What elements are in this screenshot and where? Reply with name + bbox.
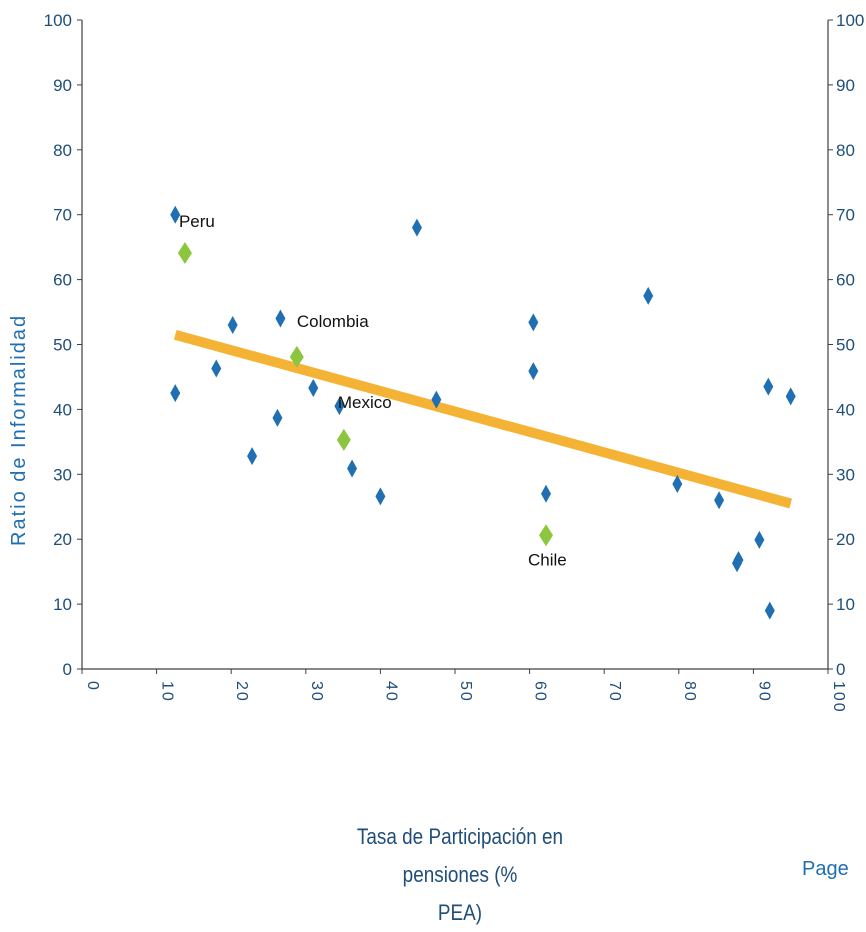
data-point: [228, 316, 238, 334]
x-tick-label: 20: [233, 681, 250, 703]
x-tick-label: 70: [606, 681, 623, 703]
data-point: [247, 447, 257, 465]
highlight-point: [337, 429, 351, 451]
y-tick-label-left: 40: [53, 400, 72, 419]
highlight-point: [539, 524, 553, 546]
data-point: [211, 360, 221, 378]
data-point: [786, 387, 796, 405]
y-tick-label-right: 40: [836, 400, 855, 419]
y-axis-label: Ratio de Informalidad: [8, 240, 38, 620]
trendline-layer: [175, 335, 790, 504]
data-point: [754, 531, 764, 549]
data-point: [765, 602, 775, 620]
y-tick-label-left: 90: [53, 76, 72, 95]
data-point: [528, 313, 538, 331]
data-point: [714, 491, 724, 509]
data-point: [272, 409, 282, 427]
y-tick-label-left: 50: [53, 336, 72, 355]
y-tick-label-right: 60: [836, 271, 855, 290]
y-tick-label-right: 90: [836, 76, 855, 95]
y-tick-label-left: 10: [53, 595, 72, 614]
y-tick-label-left: 30: [53, 465, 72, 484]
x-tick-label: 0: [84, 681, 101, 692]
data-point: [308, 379, 318, 397]
y-tick-label-right: 30: [836, 465, 855, 484]
data-point: [275, 310, 285, 328]
data-point: [170, 384, 180, 402]
trendline: [175, 335, 790, 504]
y-tick-label-left: 100: [44, 11, 72, 30]
y-tick-label-left: 80: [53, 141, 72, 160]
data-point: [763, 378, 773, 396]
y-tick-label-left: 60: [53, 271, 72, 290]
scatter-chart: 0 0 10 10 20 20 30 30 40 40 50 50 60 60 70 70 80 80 90 90 10…: [0, 0, 866, 898]
y-tick-label-left: 0: [63, 660, 72, 679]
page-text: Page: [802, 858, 849, 881]
x-tick-label: 60: [532, 681, 549, 703]
y-tick-label-right: 10: [836, 595, 855, 614]
highlight-point: [178, 242, 192, 264]
point-label: Chile: [528, 550, 567, 569]
y-tick-label-right: 70: [836, 206, 855, 225]
x-tick-label: 100: [830, 681, 847, 714]
y-tick-label-right: 0: [836, 660, 845, 679]
x-tick-label: 40: [382, 681, 399, 703]
x-tick-label: 80: [681, 681, 698, 703]
x-axis-label-line2: PEA): [318, 894, 602, 932]
points-layer: [170, 206, 795, 620]
data-point: [528, 362, 538, 380]
y-tick-label-right: 20: [836, 530, 855, 549]
y-tick-label-right: 80: [836, 141, 855, 160]
x-axis-label: Tasa de Participación en pensiones (% PE…: [318, 818, 602, 932]
data-point: [412, 219, 422, 237]
y-tick-label-right: 100: [836, 11, 864, 30]
point-label: Peru: [179, 212, 215, 231]
y-tick-label-right: 50: [836, 336, 855, 355]
x-tick-label: 90: [755, 681, 772, 703]
x-tick-label: 10: [159, 681, 176, 703]
data-point: [541, 485, 551, 503]
data-point: [347, 459, 357, 477]
y-tick-label-left: 70: [53, 206, 72, 225]
x-tick-label: 50: [457, 681, 474, 703]
axes: 0 0 10 10 20 20 30 30 40 40 50 50 60 60 70 70 80 80 90 90 10…: [44, 11, 865, 714]
x-axis-label-line1: Tasa de Participación en pensiones (%: [318, 818, 602, 894]
point-label: Mexico: [338, 393, 392, 412]
x-tick-label: 30: [308, 681, 325, 703]
point-label: Colombia: [297, 312, 369, 331]
data-point: [643, 287, 653, 305]
y-tick-label-left: 20: [53, 530, 72, 549]
data-point: [375, 487, 385, 505]
